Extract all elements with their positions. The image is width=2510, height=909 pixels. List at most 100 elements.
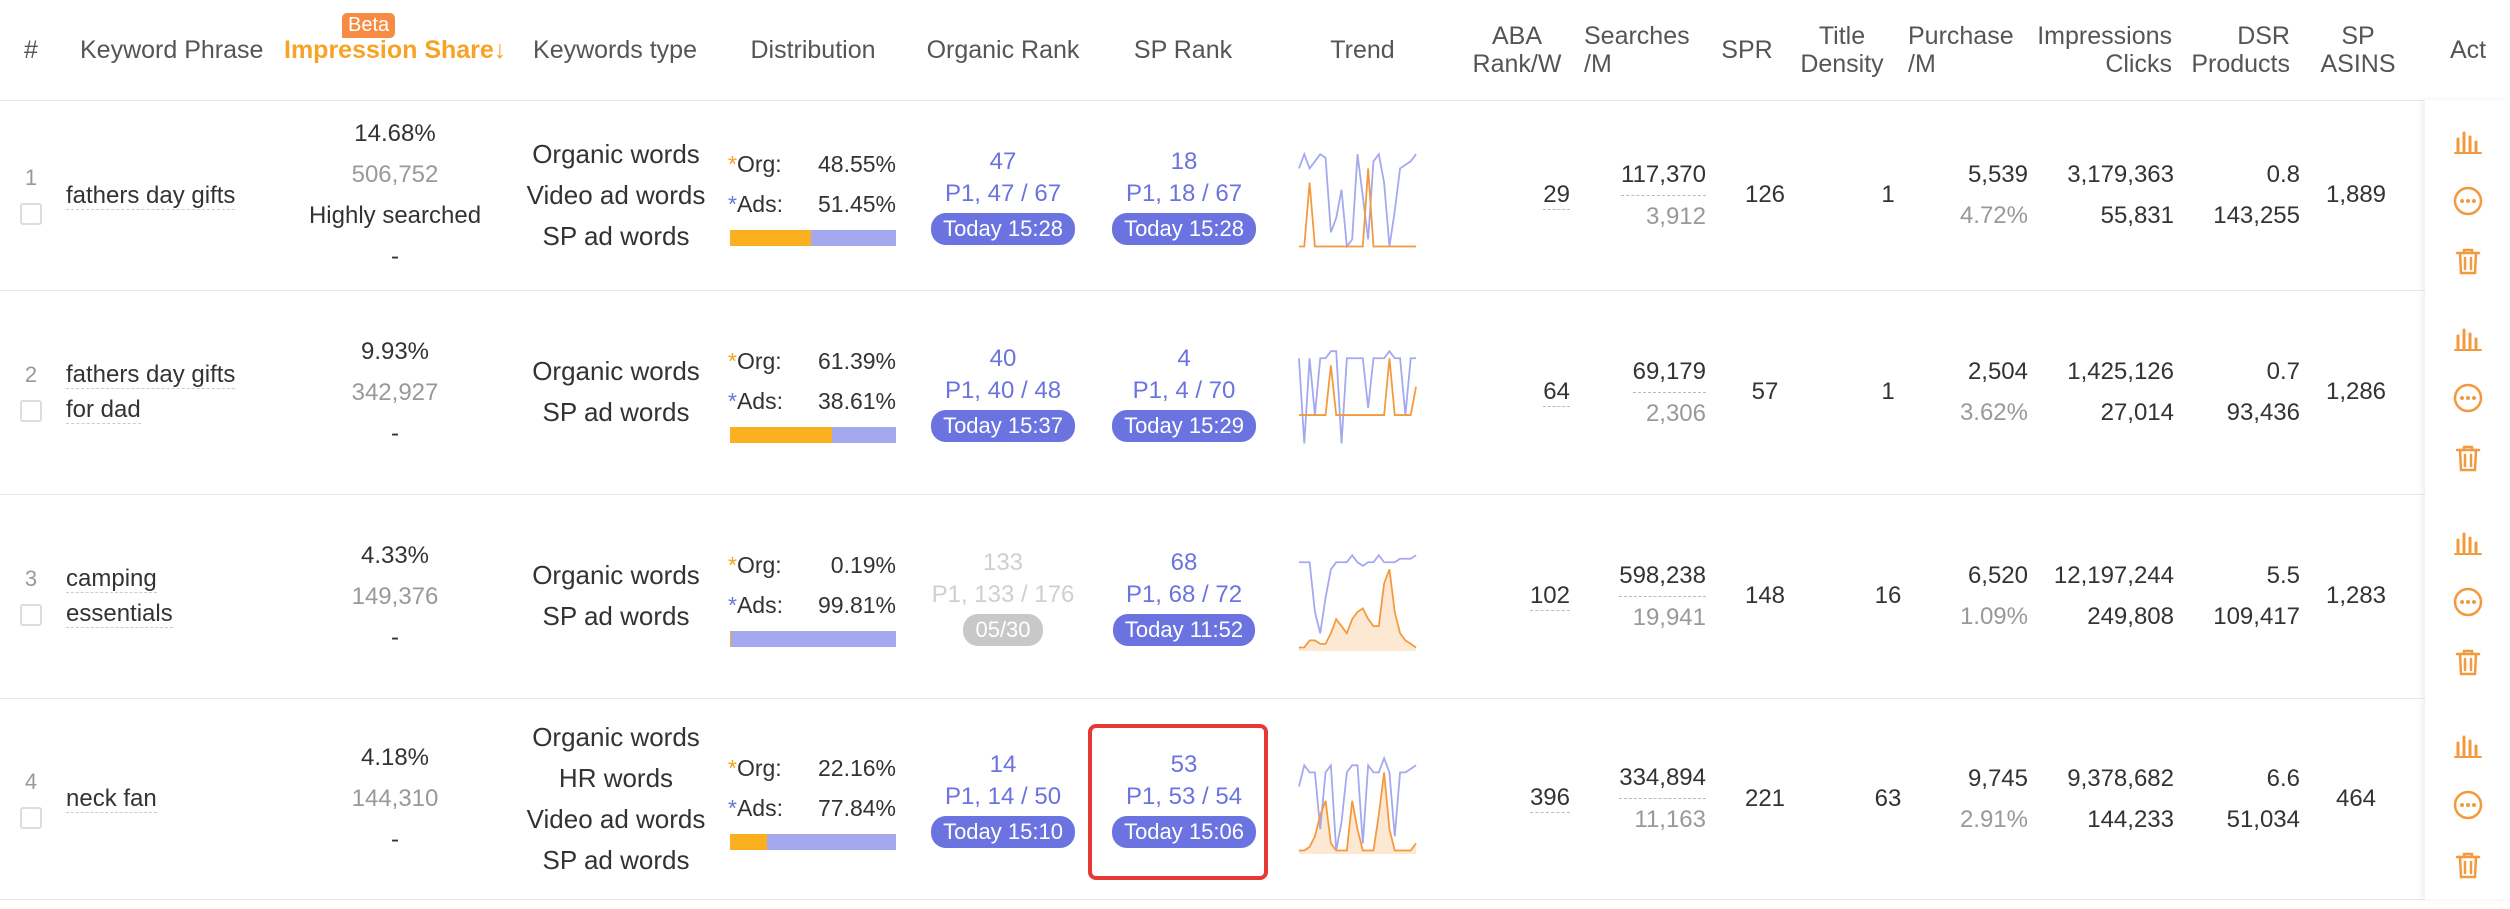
asterisk-icon: * xyxy=(728,348,737,374)
keyword-phrase-line1[interactable]: neck fan xyxy=(66,785,157,813)
sp-rank-time-pill[interactable]: Today 15:29 xyxy=(1112,410,1256,442)
keyword-type-item: Organic words xyxy=(510,555,722,596)
distribution-ads-line: *Ads:51.45% xyxy=(728,184,896,224)
purchase-rate: 1.09% xyxy=(1906,596,2028,637)
trend-sparkline[interactable] xyxy=(1275,140,1440,250)
header-sp-asins-l2: ASINS xyxy=(2320,50,2395,78)
header-purchase[interactable]: Purchase /M xyxy=(1908,0,2018,100)
header-aba-rank[interactable]: ABA Rank/W xyxy=(1460,0,1574,100)
keyword-cell: fathers day gifts xyxy=(66,100,266,290)
organic-rank-time-pill[interactable]: 05/30 xyxy=(963,614,1042,646)
keyword-phrase[interactable]: fathers day gifts xyxy=(66,357,266,392)
distribution-bar xyxy=(730,834,896,850)
trend-sparkline[interactable] xyxy=(1275,744,1440,854)
distribution-ads-label-wrap: *Ads: xyxy=(728,184,783,224)
trend-cell[interactable] xyxy=(1275,698,1440,899)
clicks-value: 144,233 xyxy=(2040,799,2174,840)
header-organic-rank[interactable]: Organic Rank xyxy=(918,0,1088,100)
more-icon[interactable] xyxy=(2452,789,2484,821)
more-icon[interactable] xyxy=(2452,382,2484,414)
searches-daily: 2,306 xyxy=(1646,393,1706,434)
trend-sparkline[interactable] xyxy=(1275,541,1440,651)
distribution-ads-label: Ads: xyxy=(737,592,783,618)
searches-value[interactable]: 598,238 xyxy=(1619,555,1706,597)
more-icon[interactable] xyxy=(2452,586,2484,618)
aba-rank-value[interactable]: 102 xyxy=(1530,582,1570,611)
keyword-phrase-line1[interactable]: fathers day gifts xyxy=(66,361,235,389)
header-keyword[interactable]: Keyword Phrase xyxy=(80,0,270,100)
sp-asins-cell: 1,286 xyxy=(2316,290,2396,494)
trash-icon[interactable] xyxy=(2452,245,2484,277)
keyword-phrase-line2-wrap[interactable]: essentials xyxy=(66,596,266,631)
header-dsr-products[interactable]: DSR Products xyxy=(2180,0,2290,100)
bar-chart-icon[interactable] xyxy=(2452,125,2484,157)
header-searches[interactable]: Searches /M xyxy=(1584,0,1694,100)
header-sp-rank[interactable]: SP Rank xyxy=(1108,0,1258,100)
searches-value[interactable]: 69,179 xyxy=(1633,351,1706,393)
organic-rank-time-pill[interactable]: Today 15:37 xyxy=(931,410,1075,442)
aba-rank-cell: 29 xyxy=(1500,100,1570,290)
row-checkbox[interactable] xyxy=(20,807,42,829)
organic-rank-time-pill[interactable]: Today 15:10 xyxy=(931,816,1075,848)
trend-cell[interactable] xyxy=(1275,494,1440,698)
organic-rank-page: P1, 14 / 50 xyxy=(945,781,1061,813)
bar-chart-icon[interactable] xyxy=(2452,729,2484,761)
organic-rank-page: P1, 47 / 67 xyxy=(945,178,1061,210)
trend-cell[interactable] xyxy=(1275,100,1440,290)
more-icon[interactable] xyxy=(2452,185,2484,217)
trash-icon[interactable] xyxy=(2452,849,2484,881)
bar-chart-icon[interactable] xyxy=(2452,526,2484,558)
keyword-phrase-line1[interactable]: camping xyxy=(66,565,157,593)
trend-cell[interactable] xyxy=(1275,290,1440,494)
impression-dash: - xyxy=(284,819,506,860)
header-keywords-type[interactable]: Keywords type xyxy=(520,0,710,100)
impressions-value: 1,425,126 xyxy=(2040,351,2174,392)
distribution-ads-label: Ads: xyxy=(737,795,783,821)
header-title-density[interactable]: Title Density xyxy=(1792,0,1892,100)
asterisk-icon: * xyxy=(728,388,737,414)
keyword-phrase[interactable]: fathers day gifts xyxy=(66,178,266,213)
header-spr[interactable]: SPR xyxy=(1712,0,1782,100)
aba-rank-value[interactable]: 64 xyxy=(1543,378,1570,407)
distribution-org-pct: 61.39% xyxy=(818,341,896,381)
aba-rank-value[interactable]: 29 xyxy=(1543,181,1570,210)
header-act: Act xyxy=(2436,0,2500,100)
row-checkbox[interactable] xyxy=(20,203,42,225)
distribution-bar xyxy=(730,631,896,647)
header-sp-asins[interactable]: SP ASINS xyxy=(2310,0,2406,100)
searches-value[interactable]: 117,370 xyxy=(1621,154,1706,196)
header-impression-share[interactable]: Impression Share↓ xyxy=(284,0,508,100)
row-checkbox[interactable] xyxy=(20,400,42,422)
sp-rank-time-pill[interactable]: Today 15:28 xyxy=(1112,213,1256,245)
sp-asins-cell: 1,889 xyxy=(2316,100,2396,290)
keyword-phrase-line2-wrap[interactable]: for dad xyxy=(66,392,266,427)
keyword-phrase[interactable]: camping xyxy=(66,561,266,596)
header-impressions-clicks[interactable]: Impressions Clicks xyxy=(2024,0,2172,100)
trend-sparkline[interactable] xyxy=(1275,337,1440,447)
sp-rank-time-pill[interactable]: Today 11:52 xyxy=(1113,614,1255,646)
trash-icon[interactable] xyxy=(2452,646,2484,678)
aba-rank-value[interactable]: 396 xyxy=(1530,784,1570,813)
bar-chart-icon[interactable] xyxy=(2452,322,2484,354)
distribution-org-label: Org: xyxy=(737,755,782,781)
distribution-org-line: *Org:0.19% xyxy=(728,545,896,585)
searches-value[interactable]: 334,894 xyxy=(1619,757,1706,799)
header-distribution[interactable]: Distribution xyxy=(728,0,898,100)
keyword-phrase-line2[interactable]: for dad xyxy=(66,396,141,424)
keyword-phrase-line2[interactable]: essentials xyxy=(66,600,173,628)
keyword-phrase[interactable]: neck fan xyxy=(66,781,266,816)
trash-icon[interactable] xyxy=(2452,442,2484,474)
keyword-phrase-line1[interactable]: fathers day gifts xyxy=(66,182,235,210)
row-checkbox[interactable] xyxy=(20,604,42,626)
organic-rank-time-pill[interactable]: Today 15:28 xyxy=(931,213,1075,245)
